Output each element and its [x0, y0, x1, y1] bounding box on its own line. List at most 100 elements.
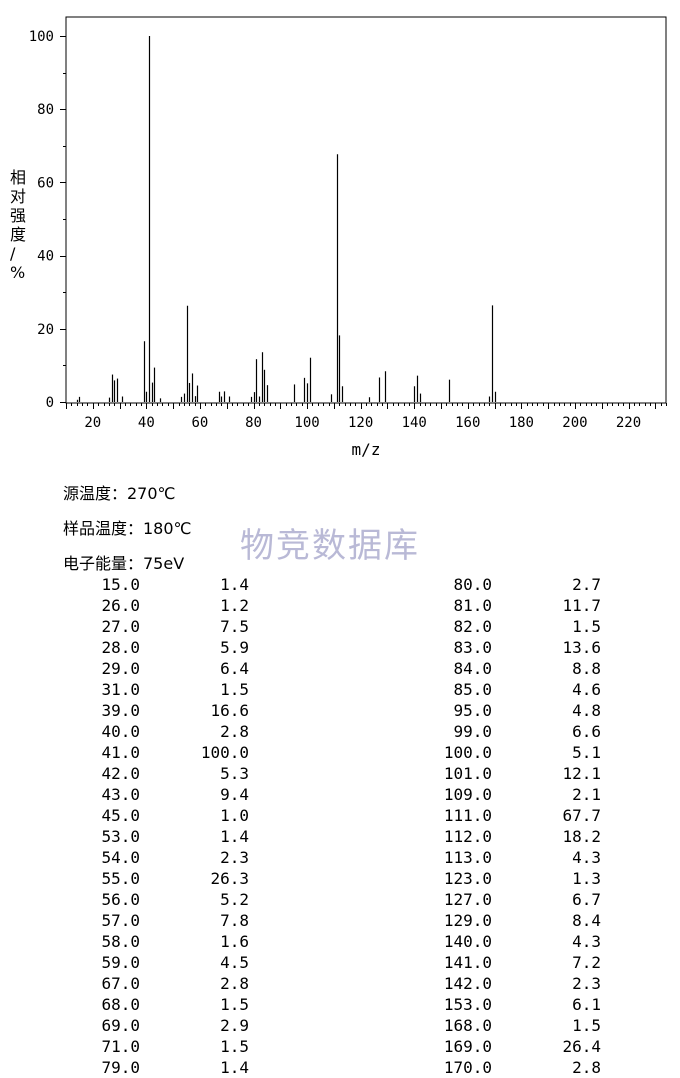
intensity-right-cell: 11.7: [562, 596, 601, 615]
intensity-left-cell: 5.2: [220, 890, 249, 909]
mz-left-cell: 43.0: [101, 785, 140, 804]
intensity-left-cell: 1.5: [220, 680, 249, 699]
mz-right-cell: 113.0: [443, 848, 492, 867]
mz-left-cell: 45.0: [101, 806, 140, 825]
intensity-left-cell: 26.3: [210, 869, 249, 888]
intensity-left-cell: 100.0: [200, 743, 249, 762]
intensity-left-cell: 7.5: [220, 617, 249, 636]
intensity-left-cell: 2.3: [220, 848, 249, 867]
y-axis: 0 20 40 60 80 100: [29, 29, 66, 411]
mz-right-cell: 140.0: [443, 932, 492, 951]
intensity-left-cell: 1.5: [220, 995, 249, 1014]
x-axis: 20 40 60 80 100 120 140 160 180 200 220: [66, 403, 667, 431]
mz-right-cell: 101.0: [443, 764, 492, 783]
watermark: 物竞数据库: [240, 526, 420, 566]
mz-left-cell: 29.0: [101, 659, 140, 678]
table-row: 58.0 1.6 140.0 4.3: [0, 931, 680, 952]
mz-left-cell: 57.0: [101, 911, 140, 930]
peak-bars: [76, 36, 497, 402]
intensity-right-cell: 4.3: [572, 932, 601, 951]
y-tick-label: 80: [37, 102, 54, 118]
table-row: 45.0 1.0 111.0 67.7: [0, 805, 680, 826]
intensity-left-cell: 16.6: [210, 701, 249, 720]
table-row: 41.0 100.0 100.0 5.1: [0, 742, 680, 763]
mz-left-cell: 56.0: [101, 890, 140, 909]
mz-left-cell: 67.0: [101, 974, 140, 993]
mz-right-cell: 81.0: [453, 596, 492, 615]
intensity-left-cell: 4.5: [220, 953, 249, 972]
intensity-right-cell: 1.5: [572, 617, 601, 636]
table-row: 15.0 1.4 80.0 2.7: [0, 574, 680, 595]
mz-right-cell: 141.0: [443, 953, 492, 972]
mz-left-cell: 71.0: [101, 1037, 140, 1056]
table-row: 39.0 16.6 95.0 4.8: [0, 700, 680, 721]
intensity-right-cell: 13.6: [562, 638, 601, 657]
table-row: 68.0 1.5 153.0 6.1: [0, 994, 680, 1015]
table-row: 69.0 2.9 168.0 1.5: [0, 1015, 680, 1036]
intensity-right-cell: 18.2: [562, 827, 601, 846]
mz-right-cell: 169.0: [443, 1037, 492, 1056]
intensity-right-cell: 4.6: [572, 680, 601, 699]
mz-left-cell: 58.0: [101, 932, 140, 951]
mz-left-cell: 54.0: [101, 848, 140, 867]
mz-right-cell: 99.0: [453, 722, 492, 741]
intensity-right-cell: 4.8: [572, 701, 601, 720]
intensity-right-cell: 2.1: [572, 785, 601, 804]
table-row: 55.0 26.3 123.0 1.3: [0, 868, 680, 889]
table-row: 79.0 1.4 170.0 2.8: [0, 1057, 680, 1078]
x-tick-label: 140: [402, 415, 427, 431]
table-row: 59.0 4.5 141.0 7.2: [0, 952, 680, 973]
table-row: 42.0 5.3 101.0 12.1: [0, 763, 680, 784]
x-tick-label: 160: [455, 415, 480, 431]
y-tick-label: 60: [37, 175, 54, 191]
mz-left-cell: 31.0: [101, 680, 140, 699]
intensity-right-cell: 26.4: [562, 1037, 601, 1056]
y-tick-label: 100: [29, 29, 54, 45]
intensity-left-cell: 1.4: [220, 575, 249, 594]
y-axis-label: 相对强度/%: [10, 168, 26, 282]
x-axis-label: m/z: [352, 440, 381, 459]
mz-right-cell: 153.0: [443, 995, 492, 1014]
x-tick-label: 100: [294, 415, 319, 431]
intensity-left-cell: 7.8: [220, 911, 249, 930]
x-tick-label: 20: [84, 415, 101, 431]
intensity-left-cell: 5.9: [220, 638, 249, 657]
intensity-left-cell: 1.0: [220, 806, 249, 825]
mz-right-cell: 123.0: [443, 869, 492, 888]
mz-left-cell: 15.0: [101, 575, 140, 594]
sample-temperature: 样品温度：180℃: [63, 519, 192, 538]
mz-left-cell: 69.0: [101, 1016, 140, 1035]
intensity-right-cell: 6.7: [572, 890, 601, 909]
mz-right-cell: 83.0: [453, 638, 492, 657]
intensity-right-cell: 6.6: [572, 722, 601, 741]
x-tick-label: 60: [191, 415, 208, 431]
x-tick-label: 120: [348, 415, 373, 431]
table-row: 53.0 1.4 112.0 18.2: [0, 826, 680, 847]
plot-frame: [65, 16, 667, 404]
intensity-right-cell: 6.1: [572, 995, 601, 1014]
x-tick-label: 80: [245, 415, 262, 431]
mz-right-cell: 112.0: [443, 827, 492, 846]
table-row: 43.0 9.4 109.0 2.1: [0, 784, 680, 805]
intensity-right-cell: 4.3: [572, 848, 601, 867]
intensity-left-cell: 1.4: [220, 827, 249, 846]
intensity-right-cell: 8.8: [572, 659, 601, 678]
mz-right-cell: 85.0: [453, 680, 492, 699]
intensity-right-cell: 67.7: [562, 806, 601, 825]
y-tick-label: 0: [46, 395, 54, 411]
electron-energy: 电子能量：75eV: [63, 554, 185, 573]
mz-left-cell: 28.0: [101, 638, 140, 657]
mz-right-cell: 129.0: [443, 911, 492, 930]
mz-left-cell: 27.0: [101, 617, 140, 636]
intensity-left-cell: 1.2: [220, 596, 249, 615]
mz-left-cell: 59.0: [101, 953, 140, 972]
x-tick-label: 220: [616, 415, 641, 431]
intensity-left-cell: 9.4: [220, 785, 249, 804]
intensity-left-cell: 2.9: [220, 1016, 249, 1035]
table-row: 54.0 2.3 113.0 4.3: [0, 847, 680, 868]
mass-spectrum-chart: 20 40 60 80 100 120 140 160 180 200 220 0 20 40 60 80 1…: [10, 16, 667, 459]
mz-right-cell: 168.0: [443, 1016, 492, 1035]
mz-left-cell: 41.0: [101, 743, 140, 762]
mz-left-cell: 26.0: [101, 596, 140, 615]
mz-left-cell: 40.0: [101, 722, 140, 741]
